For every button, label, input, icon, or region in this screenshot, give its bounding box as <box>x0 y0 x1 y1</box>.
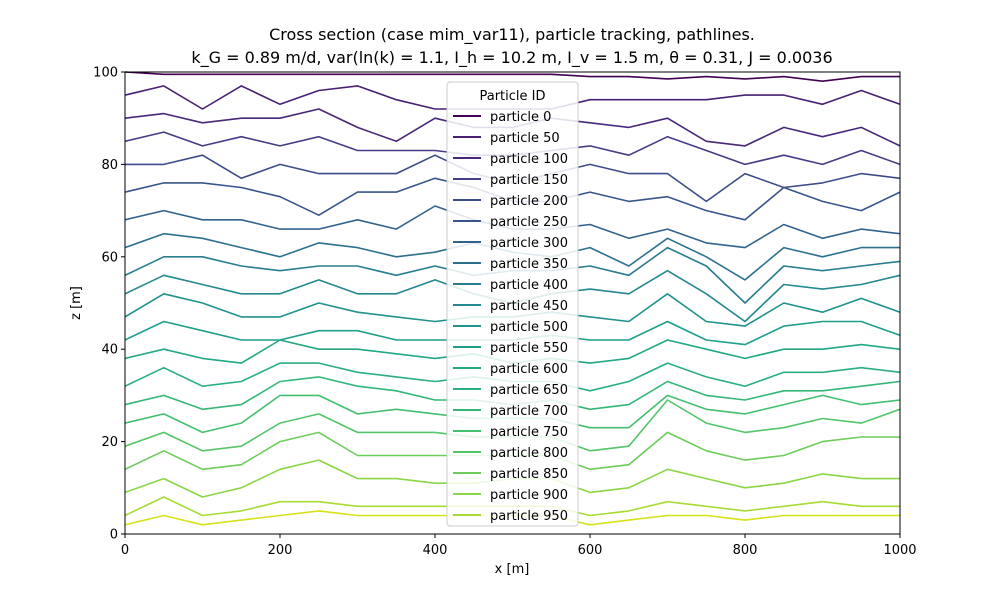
legend-entry: particle 650 <box>490 383 568 398</box>
legend-entry: particle 300 <box>490 236 568 251</box>
legend-entry: particle 350 <box>490 257 568 272</box>
y-tick-label: 100 <box>93 66 118 81</box>
chart-subtitle: k_G = 0.89 m/d, var(ln(k) = 1.1, I_h = 1… <box>191 48 832 68</box>
plot-frame <box>124 71 901 535</box>
legend-entry: particle 550 <box>490 341 568 356</box>
legend-entry: particle 900 <box>490 488 568 503</box>
legend-entry: particle 450 <box>490 299 568 314</box>
x-tick-label: 600 <box>578 543 603 558</box>
x-tick-label: 200 <box>268 543 293 558</box>
x-tick-label: 800 <box>733 543 758 558</box>
legend: Particle ID particle 0 particle 50 particle… <box>446 81 579 527</box>
legend-entry: particle 800 <box>490 446 568 461</box>
y-axis-label: z [m] <box>69 286 84 320</box>
legend-entry: particle 600 <box>490 362 568 377</box>
x-tick-label: 400 <box>423 543 448 558</box>
y-tick-label: 40 <box>101 343 118 358</box>
legend-entry: particle 700 <box>490 404 568 419</box>
chart-title: Cross section (case mim_var11), particle… <box>269 25 755 45</box>
axis-ticks: 0 200 400 600 800 1000 0 20 40 60 80 100 <box>93 66 916 559</box>
legend-entry: particle 950 <box>490 509 568 524</box>
series-line-0 <box>124 71 900 82</box>
legend-title: Particle ID <box>479 89 545 104</box>
x-axis-label: x [m] <box>495 562 530 577</box>
y-tick-label: 80 <box>101 158 118 173</box>
legend-entry: particle 150 <box>490 173 568 188</box>
legend-entry: particle 250 <box>490 215 568 230</box>
legend-entry: particle 500 <box>490 320 568 335</box>
legend-entry: particle 200 <box>490 194 568 209</box>
legend-box <box>446 81 579 527</box>
legend-entry: particle 750 <box>490 425 568 440</box>
x-tick-label: 1000 <box>883 543 916 558</box>
legend-entry: particle 50 <box>490 131 560 146</box>
legend-entry: particle 100 <box>490 152 568 167</box>
legend-entry: particle 0 <box>490 110 551 125</box>
legend-entry: particle 400 <box>490 278 568 293</box>
y-tick-label: 60 <box>101 250 118 265</box>
x-tick-label: 0 <box>121 543 129 558</box>
y-tick-label: 0 <box>110 528 118 543</box>
legend-entry: particle 850 <box>490 467 568 482</box>
y-tick-label: 20 <box>101 435 118 450</box>
